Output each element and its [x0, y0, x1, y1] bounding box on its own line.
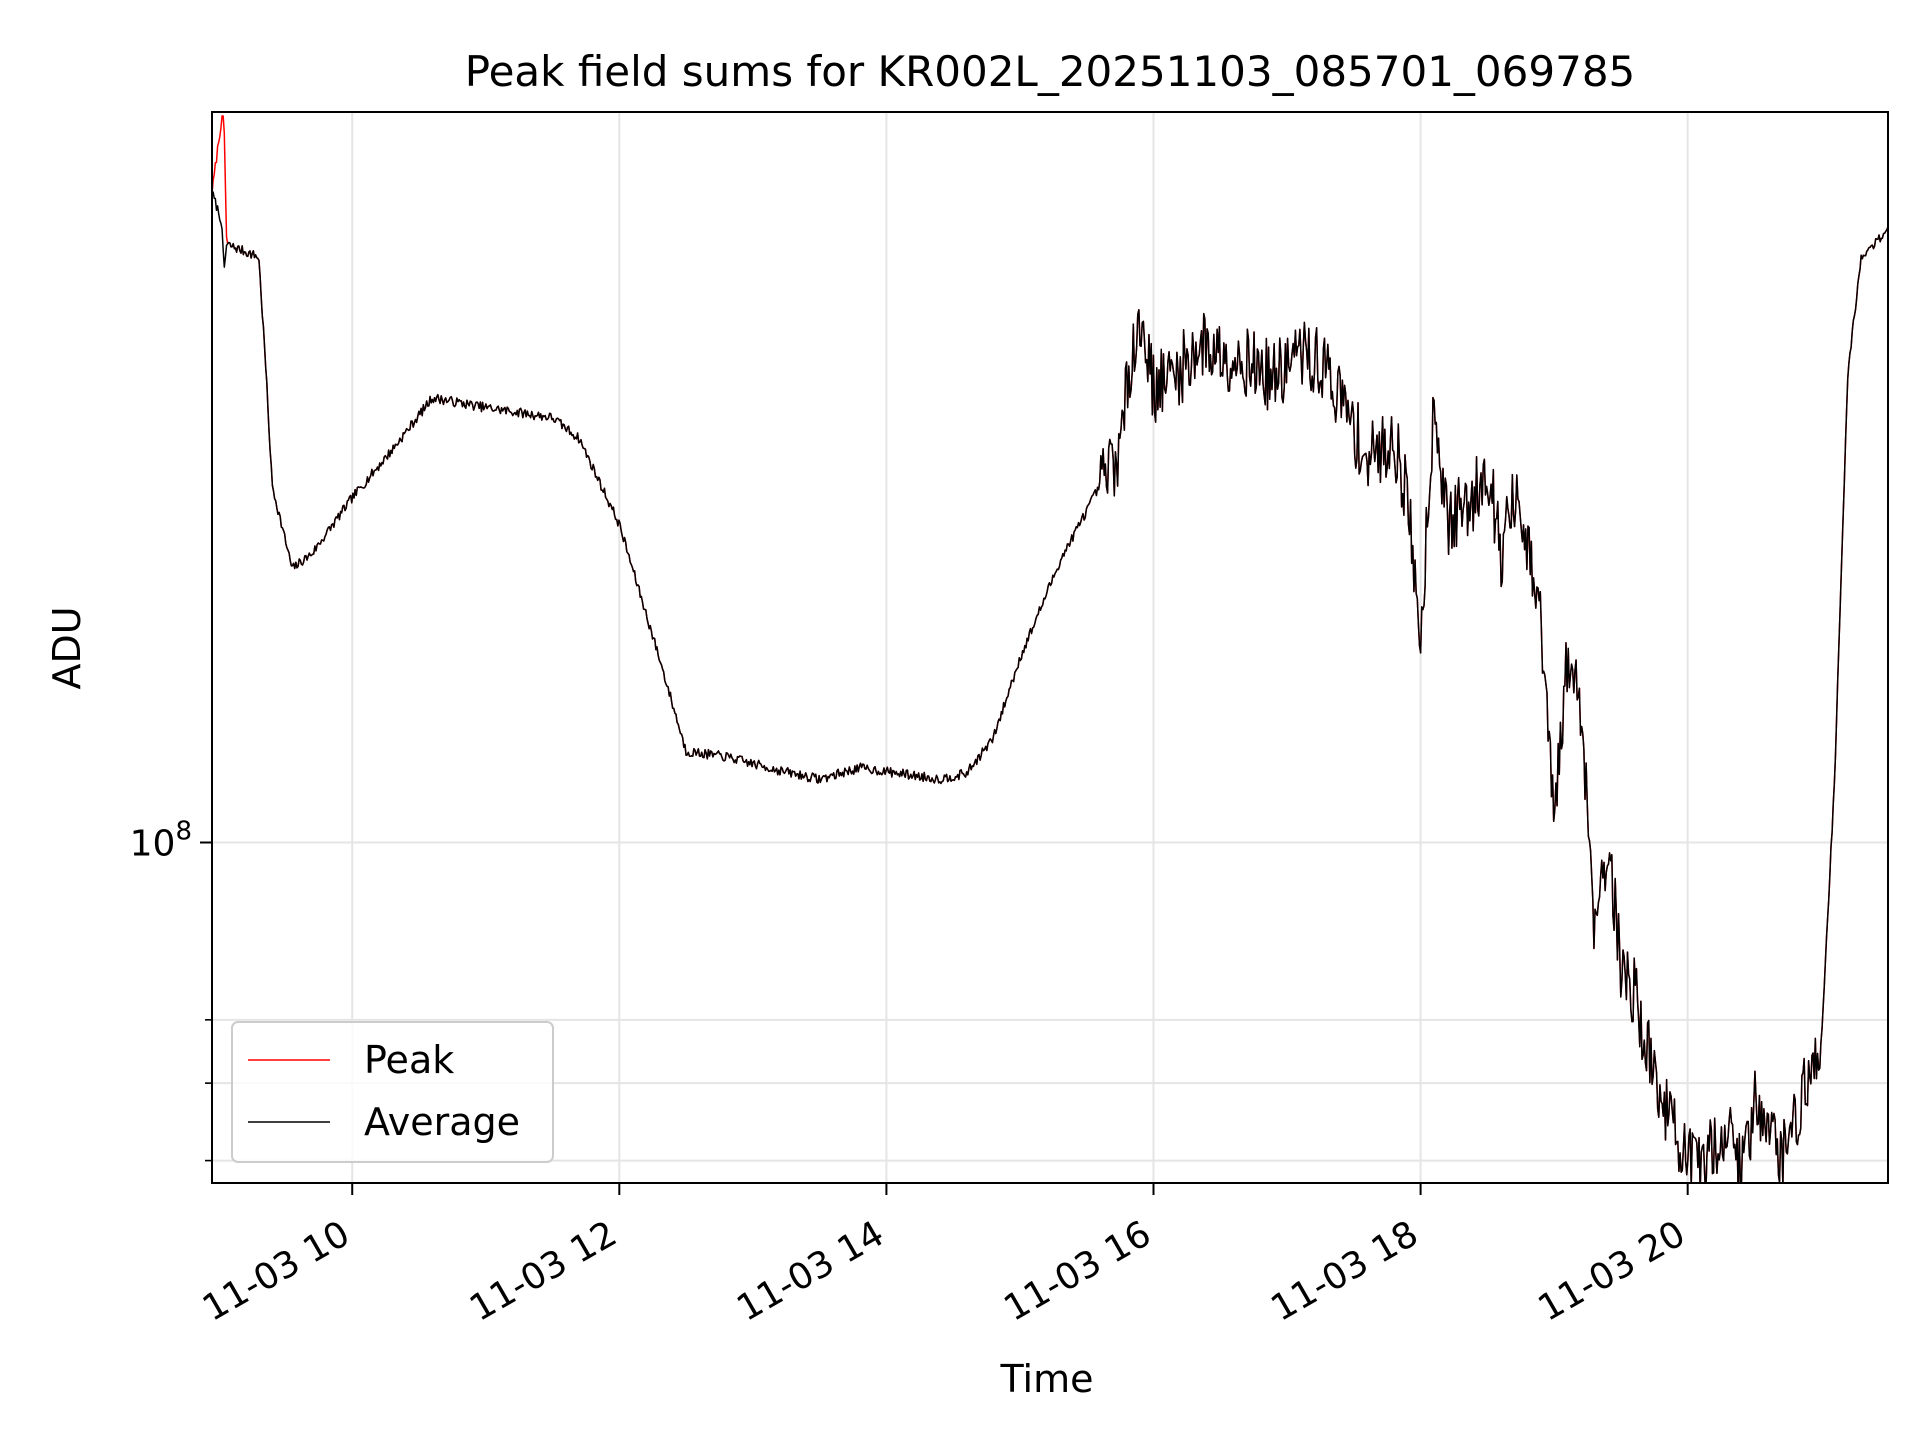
chart-title: Peak field sums for KR002L_20251103_0857… — [465, 47, 1636, 96]
y-tick-label-base: 10 — [130, 823, 176, 864]
legend: Peak Average — [231, 1021, 554, 1163]
x-axis-label: Time — [1000, 1357, 1094, 1401]
plot-frame — [211, 111, 1889, 1184]
y-axis-label: ADU — [45, 606, 89, 689]
y-tick-label: 108 — [130, 816, 192, 864]
legend-box — [231, 1021, 554, 1163]
y-tick-label-exponent: 8 — [175, 816, 192, 846]
series-line-average — [212, 191, 1888, 1183]
plot-area — [212, 115, 1888, 1183]
legend-label-average: Average — [364, 1100, 520, 1144]
legend-label-peak: Peak — [364, 1038, 454, 1082]
y-axis: 108 — [130, 816, 212, 1162]
